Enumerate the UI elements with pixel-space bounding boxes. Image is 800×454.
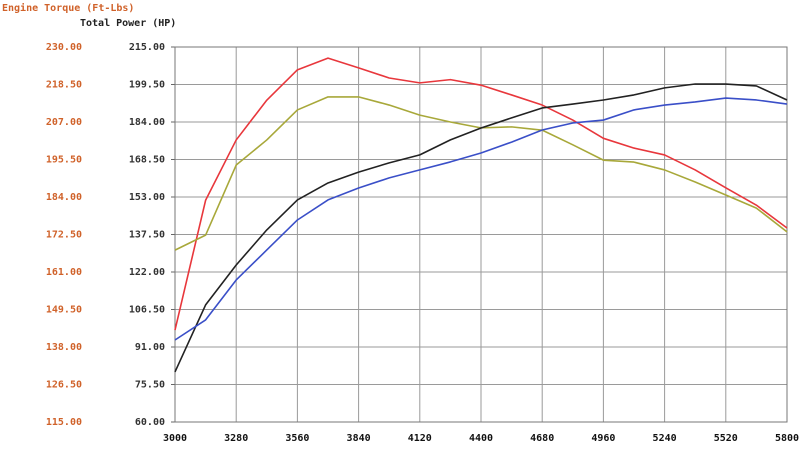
x-tick-label: 4680 bbox=[530, 433, 554, 444]
y2-tick-label: 106.50 bbox=[129, 305, 165, 316]
y2-tick-label: 137.50 bbox=[129, 230, 165, 241]
y-tick-label: 195.50 bbox=[46, 155, 82, 166]
x-tick-label: 3280 bbox=[224, 433, 248, 444]
y2-tick-label: 215.00 bbox=[129, 42, 165, 53]
y2-tick-label: 75.50 bbox=[135, 380, 165, 391]
y-tick-label: 138.00 bbox=[46, 342, 82, 353]
y2-tick-label: 184.00 bbox=[129, 117, 165, 128]
series-line bbox=[174, 97, 788, 341]
y-tick-label: 161.00 bbox=[46, 267, 82, 278]
y2-tick-label: 60.00 bbox=[135, 417, 165, 428]
plot-frame bbox=[174, 46, 788, 423]
y-tick-label: 126.50 bbox=[46, 380, 82, 391]
y-axis-label: Engine Torque (Ft-Lbs) bbox=[2, 2, 134, 14]
series-line bbox=[174, 57, 788, 331]
x-tick-label: 4120 bbox=[408, 433, 432, 444]
y2-tick-label: 153.00 bbox=[129, 192, 165, 203]
y2-tick-label: 168.50 bbox=[129, 155, 165, 166]
y-tick-label: 115.00 bbox=[46, 417, 82, 428]
y2-tick-label: 199.50 bbox=[129, 80, 165, 91]
y2-tick-label: 122.00 bbox=[129, 267, 165, 278]
x-tick-label: 3840 bbox=[347, 433, 371, 444]
y-tick-label: 184.00 bbox=[46, 192, 82, 203]
y-tick-label: 149.50 bbox=[46, 305, 82, 316]
x-tick-label: 5800 bbox=[775, 433, 799, 444]
y-tick-label: 230.00 bbox=[46, 42, 82, 53]
y-tick-label: 218.50 bbox=[46, 80, 82, 91]
x-tick-label: 5240 bbox=[653, 433, 677, 444]
y2-tick-label: 91.00 bbox=[135, 342, 165, 353]
y2-axis-label: Total Power (HP) bbox=[80, 18, 176, 29]
y-tick-label: 172.50 bbox=[46, 230, 82, 241]
series-line bbox=[174, 83, 788, 373]
x-tick-label: 3000 bbox=[163, 433, 187, 444]
x-tick-label: 5520 bbox=[714, 433, 738, 444]
x-tick-label: 4400 bbox=[469, 433, 493, 444]
y-tick-label: 207.00 bbox=[46, 117, 82, 128]
x-tick-label: 4960 bbox=[591, 433, 615, 444]
x-tick-label: 3560 bbox=[285, 433, 309, 444]
